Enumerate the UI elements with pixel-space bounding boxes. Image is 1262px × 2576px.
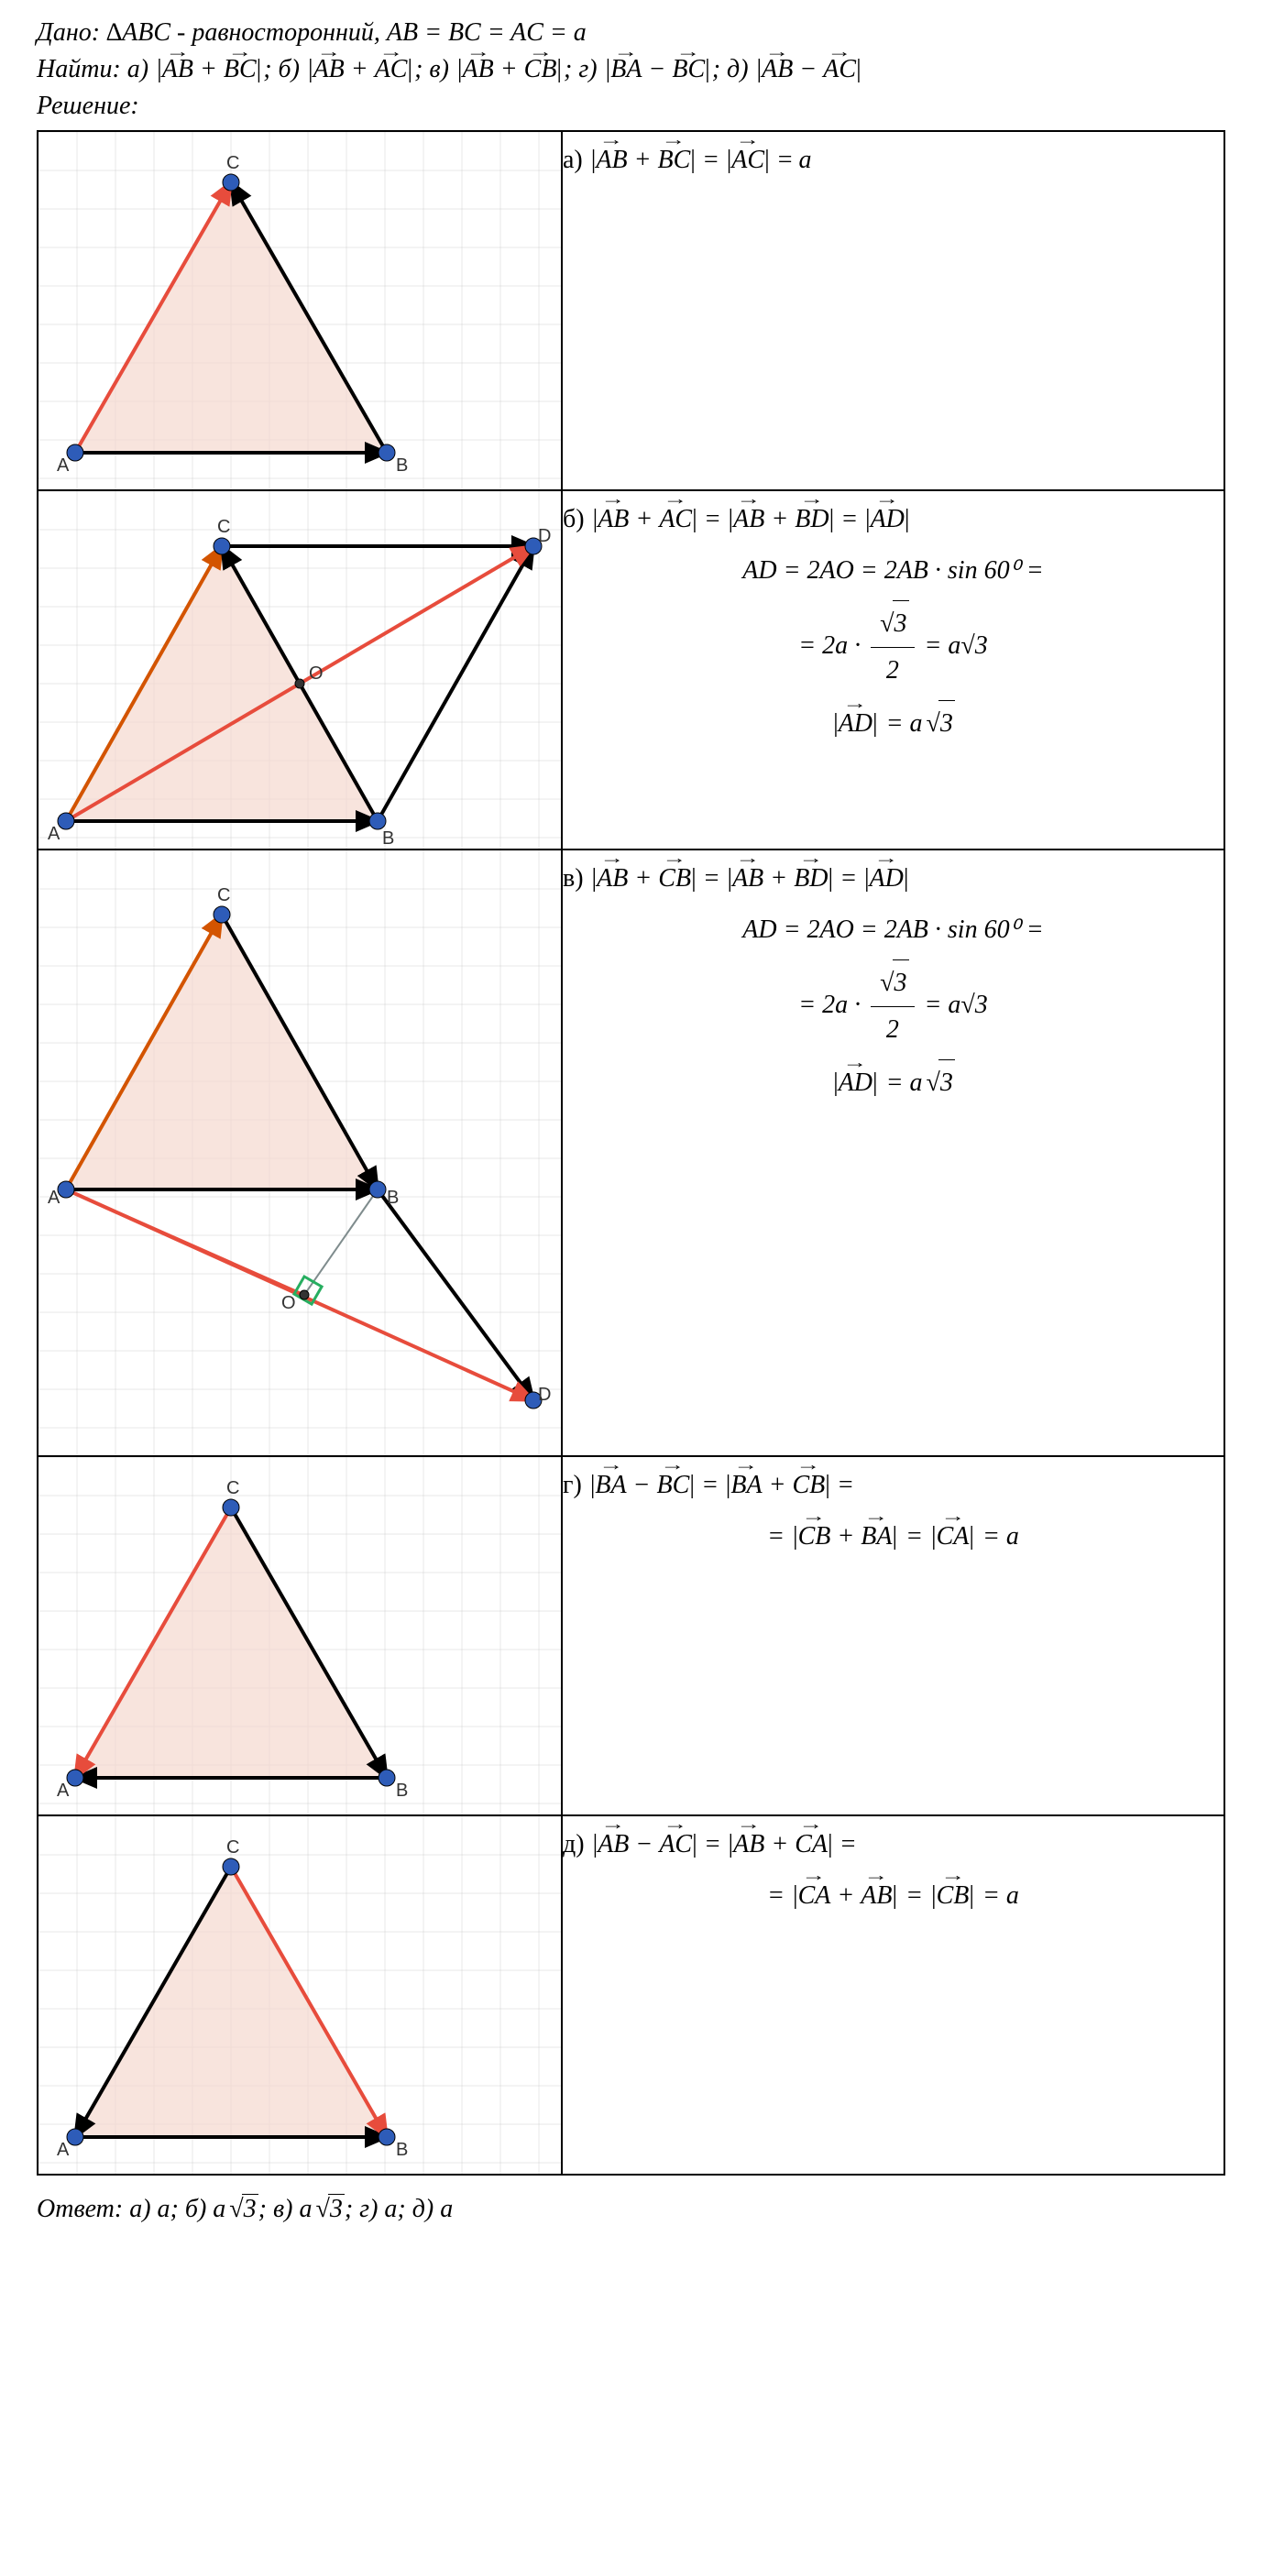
- row-e: A B C д) AB − AC = AB + CA = = CA + AB = C…: [38, 1815, 1224, 2175]
- diagram-c: A B C D O: [38, 850, 562, 1456]
- solution-d: г) BA − BC = BA + CB = = CB + BA = CA = …: [562, 1456, 1224, 1815]
- svg-text:A: A: [57, 455, 70, 476]
- solution-c: в) AB + CB = AB + BD = AD AD = 2AO = 2AB…: [562, 850, 1224, 1456]
- solution-label: Решение:: [37, 92, 1225, 121]
- diagram-b: A B C D O: [38, 490, 562, 850]
- svg-text:O: O: [281, 1293, 296, 1313]
- svg-text:O: O: [309, 663, 324, 684]
- svg-text:C: C: [226, 1837, 239, 1858]
- svg-text:A: A: [48, 1188, 60, 1208]
- svg-text:C: C: [217, 517, 230, 537]
- svg-text:C: C: [217, 885, 230, 905]
- row-b: A B C D O б) AB + AC = AB + BD = AD AD = 2AO…: [38, 490, 1224, 850]
- svg-text:B: B: [387, 1188, 399, 1208]
- svg-c: A B C D O: [38, 850, 561, 1455]
- svg-text:B: B: [396, 2140, 408, 2160]
- svg-d: A B C: [38, 1457, 561, 1814]
- svg-text:B: B: [396, 455, 408, 476]
- solution-table: A B C а) AB + BC = AC = a A B C D O б) AB + AC…: [37, 130, 1225, 2176]
- row-c: A B C D O в) AB + CB = AB + BD = AD AD = 2AO…: [38, 850, 1224, 1456]
- row-a: A B C а) AB + BC = AC = a: [38, 131, 1224, 490]
- svg-text:A: A: [57, 1781, 70, 1801]
- svg-text:A: A: [48, 824, 60, 844]
- solution-a: а) AB + BC = AC = a: [562, 131, 1224, 490]
- svg-text:D: D: [538, 1385, 551, 1405]
- svg-a: A B C: [38, 132, 561, 489]
- diagram-d: A B C: [38, 1456, 562, 1815]
- solution-b: б) AB + AC = AB + BD = AD AD = 2AO = 2AB…: [562, 490, 1224, 850]
- svg-text:B: B: [396, 1781, 408, 1801]
- find-label: Найти: [37, 55, 112, 83]
- row-d: A B C г) BA − BC = BA + CB = = CB + BA = C…: [38, 1456, 1224, 1815]
- svg-text:B: B: [382, 828, 394, 849]
- given-label: Дано: [37, 18, 92, 47]
- svg-e: A B C: [38, 1816, 561, 2174]
- svg-text:C: C: [226, 153, 239, 173]
- diagram-a: A B C: [38, 131, 562, 490]
- svg-text:D: D: [538, 526, 551, 546]
- svg-b: A B C D O: [38, 491, 561, 849]
- svg-text:A: A: [57, 2140, 70, 2160]
- answer-line: Ответ: а) a; б) a3; в) a3; г) a; д) a: [37, 2194, 1225, 2224]
- solution-e: д) AB − AC = AB + CA = = CA + AB = CB = …: [562, 1815, 1224, 2175]
- find-line: Найти: а) AB + BC; б) AB + AC; в) AB + C…: [37, 55, 1225, 84]
- diagram-e: A B C: [38, 1815, 562, 2175]
- svg-text:C: C: [226, 1478, 239, 1498]
- answer-label: Ответ: [37, 2195, 115, 2223]
